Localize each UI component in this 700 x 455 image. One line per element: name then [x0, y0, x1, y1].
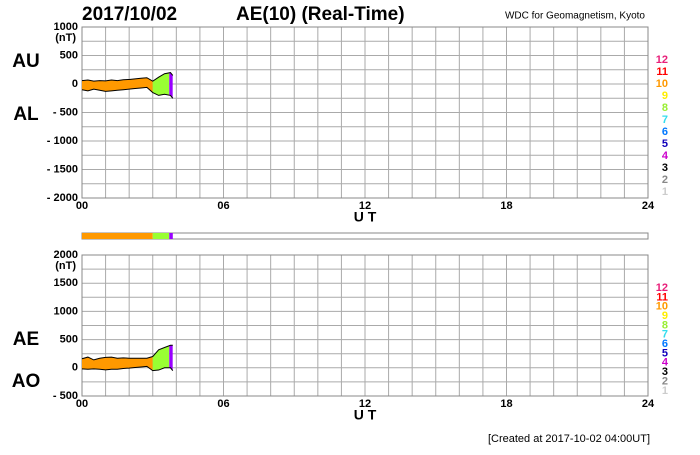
station-legend: 10	[656, 301, 668, 313]
station-legend: 9	[662, 310, 668, 322]
series-line	[81, 365, 174, 372]
x-tick-label: 00	[76, 200, 88, 212]
station-legend: 8	[662, 102, 668, 114]
station-legend: 1	[662, 385, 668, 397]
station-legend: 1	[662, 186, 668, 198]
station-legend: 3	[662, 366, 668, 378]
series-line	[81, 72, 174, 82]
y-tick-label: 1500	[54, 277, 78, 289]
plot-frame	[81, 254, 649, 397]
x-tick-label: 18	[500, 200, 512, 212]
coverage-bar	[82, 233, 153, 239]
station-legend: 8	[662, 319, 668, 331]
x-tick-label: 18	[500, 398, 512, 410]
x-tick-label: 12	[359, 200, 371, 212]
plot-frame	[81, 26, 649, 199]
y-tick-label: 0	[72, 362, 78, 374]
date: 2017/10/02	[82, 4, 177, 25]
y-tick-label: - 2000	[47, 192, 78, 204]
station-legend: 5	[662, 138, 668, 150]
series-label: AU	[12, 51, 39, 72]
footer: [Created at 2017-10-02 04:00UT]	[488, 433, 650, 445]
x-tick-label: 06	[217, 398, 229, 410]
series-label: AE	[13, 329, 39, 350]
y-tick-label: 1000	[54, 21, 78, 33]
x-tick-label: 24	[642, 200, 655, 212]
station-legend: 12	[656, 282, 668, 294]
source: WDC for Geomagnetism, Kyoto	[505, 11, 645, 22]
station-legend: 2	[662, 174, 668, 186]
coverage-fill	[169, 345, 173, 371]
station-legend: 11	[656, 291, 668, 303]
station-legend: 2	[662, 375, 668, 387]
station-legend: 10	[656, 78, 668, 90]
y-tick-label: 2000	[54, 249, 78, 261]
station-legend: 6	[662, 126, 668, 138]
series-line	[81, 86, 174, 99]
x-tick-label: 12	[359, 398, 371, 410]
y-tick-label: - 500	[53, 390, 78, 402]
y-tick-label: 1000	[54, 305, 78, 317]
x-tick-label: 06	[217, 200, 229, 212]
x-axis-label: U T	[354, 407, 377, 423]
coverage-fill	[169, 72, 173, 99]
x-tick-label: 00	[76, 398, 88, 410]
station-legend: 5	[662, 347, 668, 359]
coverage-fill	[82, 77, 153, 93]
coverage-bar	[169, 233, 173, 239]
station-legend: 7	[662, 329, 668, 341]
y-tick-label: 500	[60, 49, 78, 61]
station-legend: 4	[662, 357, 669, 369]
station-legend: 11	[656, 66, 668, 78]
series-label: AL	[13, 104, 39, 125]
y-tick-label: 0	[72, 78, 78, 90]
title: AE(10) (Real-Time)	[236, 4, 405, 25]
y-tick-label: - 1000	[47, 135, 78, 147]
y-unit: (nT)	[55, 260, 76, 272]
station-legend: 7	[662, 114, 668, 126]
y-tick-label: - 500	[53, 106, 78, 118]
y-unit: (nT)	[55, 32, 76, 44]
station-legend: 6	[662, 338, 668, 350]
y-tick-label: 500	[60, 334, 78, 346]
y-tick-label: - 1500	[47, 163, 78, 175]
station-legend: 3	[662, 162, 668, 174]
x-tick-label: 24	[642, 398, 655, 410]
series-label: AO	[12, 371, 41, 392]
station-legend: 12	[656, 54, 668, 66]
station-legend: 9	[662, 90, 668, 102]
x-axis-label: U T	[354, 209, 377, 225]
station-legend: 4	[662, 150, 669, 162]
coverage-bar	[152, 233, 170, 239]
series-line	[81, 344, 173, 361]
